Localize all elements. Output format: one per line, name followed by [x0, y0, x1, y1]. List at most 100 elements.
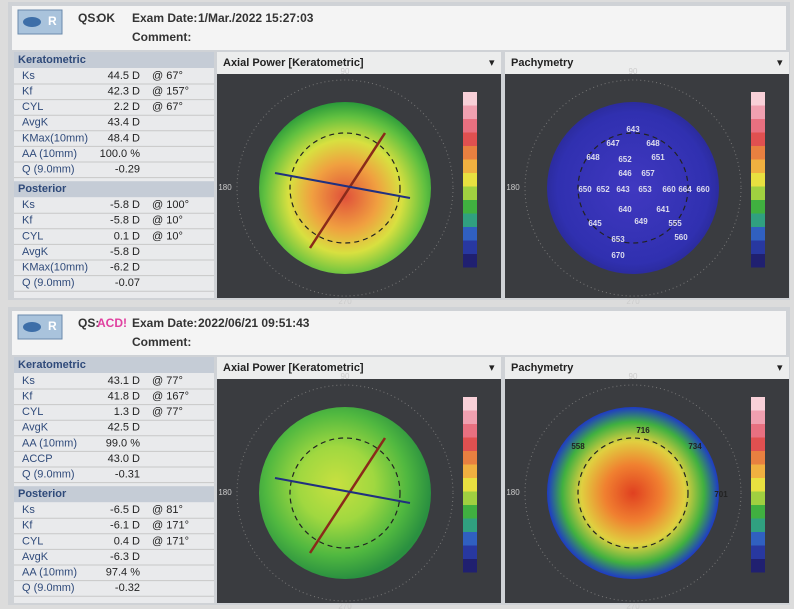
angle-label: 270 [626, 297, 640, 306]
row-value: 43.4 D [108, 117, 140, 129]
scale-step [751, 532, 765, 546]
exam-date-label: Exam Date: [132, 316, 197, 330]
row-axis: @ 10° [152, 230, 183, 242]
pachymetry-reading: 651 [651, 153, 665, 162]
angle-label: 180 [218, 183, 232, 192]
scale-step [463, 227, 477, 241]
pachymetry-reading: 558 [571, 442, 585, 451]
angle-label: 90 [341, 372, 350, 381]
row-name: Q (9.0mm) [22, 277, 75, 289]
exam-date: 2022/06/21 09:51:43 [198, 316, 310, 330]
pachymetry-reading: 652 [618, 155, 632, 164]
pachymetry-reading: 670 [611, 251, 625, 260]
row-value: 99.0 % [106, 437, 140, 449]
row-value: -5.8 D [110, 246, 140, 258]
row-value: 43.1 D [108, 375, 140, 387]
row-name: CYL [22, 535, 43, 547]
pachymetry-reading: 643 [616, 185, 630, 194]
scale-step [463, 519, 477, 533]
qs-status: ACD! [97, 316, 127, 330]
pachymetry-reading: 555 [668, 219, 682, 228]
pachymetry-reading: 646 [618, 169, 632, 178]
row-value: -5.8 D [110, 199, 140, 211]
scale-step [463, 478, 477, 492]
angle-label: 180 [506, 183, 520, 192]
angle-label: 90 [629, 372, 638, 381]
row-value: 0.1 D [114, 230, 140, 242]
pachymetry-reading: 660 [696, 185, 710, 194]
scale-step [463, 214, 477, 228]
pachymetry-reading: 645 [588, 219, 602, 228]
comment-label: Comment: [132, 30, 191, 44]
row-value: -6.3 D [110, 551, 140, 563]
row-axis: @ 67° [152, 101, 183, 113]
row-name: Kf [22, 86, 33, 98]
scale-step [751, 119, 765, 133]
scale-step [463, 451, 477, 465]
scale-step [463, 411, 477, 425]
row-name: AA (10mm) [22, 567, 77, 579]
scale-step [751, 173, 765, 187]
pachymetry-reading: 648 [646, 139, 660, 148]
pachymetry-reading: 716 [636, 426, 650, 435]
pachymetry-reading: 648 [586, 153, 600, 162]
pachymetry-reading: 647 [606, 139, 620, 148]
section-title: Posterior [18, 183, 67, 195]
row-axis: @ 77° [152, 406, 183, 418]
scale-step [751, 254, 765, 268]
scale-step [463, 160, 477, 174]
scale-step [751, 438, 765, 452]
row-name: Ks [22, 70, 35, 82]
pachymetry-reading: 652 [596, 185, 610, 194]
scale-step [751, 546, 765, 560]
pachymetry-reading: 734 [688, 442, 702, 451]
eye-symbol [23, 322, 41, 332]
row-name: Kf [22, 520, 33, 532]
pachymetry-reading: 653 [638, 185, 652, 194]
scale-step [463, 465, 477, 479]
row-name: KMax(10mm) [22, 132, 88, 144]
row-name: Kf [22, 391, 33, 403]
pachymetry-reading: 664 [678, 185, 692, 194]
scale-step [751, 241, 765, 255]
pachymetry-reading: 660 [662, 185, 676, 194]
scale-step [463, 133, 477, 147]
row-name: CYL [22, 230, 43, 242]
row-value: 43.0 D [108, 453, 140, 465]
scale-step [463, 254, 477, 268]
row-value: -5.8 D [110, 215, 140, 227]
scale-step [751, 92, 765, 106]
scale-step [463, 241, 477, 255]
pachymetry-reading: 650 [578, 185, 592, 194]
map-title: Pachymetry [511, 362, 574, 374]
scale-step [463, 492, 477, 506]
scale-step [751, 505, 765, 519]
row-value: 100.0 % [100, 148, 141, 160]
pachymetry-reading: 643 [626, 125, 640, 134]
row-name: AvgK [22, 246, 49, 258]
row-name: AA (10mm) [22, 437, 77, 449]
row-axis: @ 167° [152, 391, 189, 403]
row-name: Ks [22, 504, 35, 516]
map-disc [547, 407, 719, 579]
row-axis: @ 77° [152, 375, 183, 387]
row-axis: @ 100° [152, 199, 189, 211]
pachymetry-reading: 640 [618, 205, 632, 214]
map-disc [259, 102, 431, 274]
scale-step [463, 92, 477, 106]
angle-label: 180 [506, 488, 520, 497]
eye-label: R [48, 14, 57, 28]
scale-step [751, 478, 765, 492]
angle-label: 90 [629, 67, 638, 76]
dropdown-arrow: ▾ [777, 362, 783, 374]
angle-label: 270 [338, 297, 352, 306]
comment-label: Comment: [132, 335, 191, 349]
pachymetry-reading: 649 [634, 217, 648, 226]
row-axis: @ 67° [152, 70, 183, 82]
pachymetry-reading: 653 [611, 235, 625, 244]
angle-label: 270 [338, 602, 352, 609]
scale-step [751, 492, 765, 506]
scale-step [751, 214, 765, 228]
scale-step [463, 397, 477, 411]
row-name: Ks [22, 375, 35, 387]
